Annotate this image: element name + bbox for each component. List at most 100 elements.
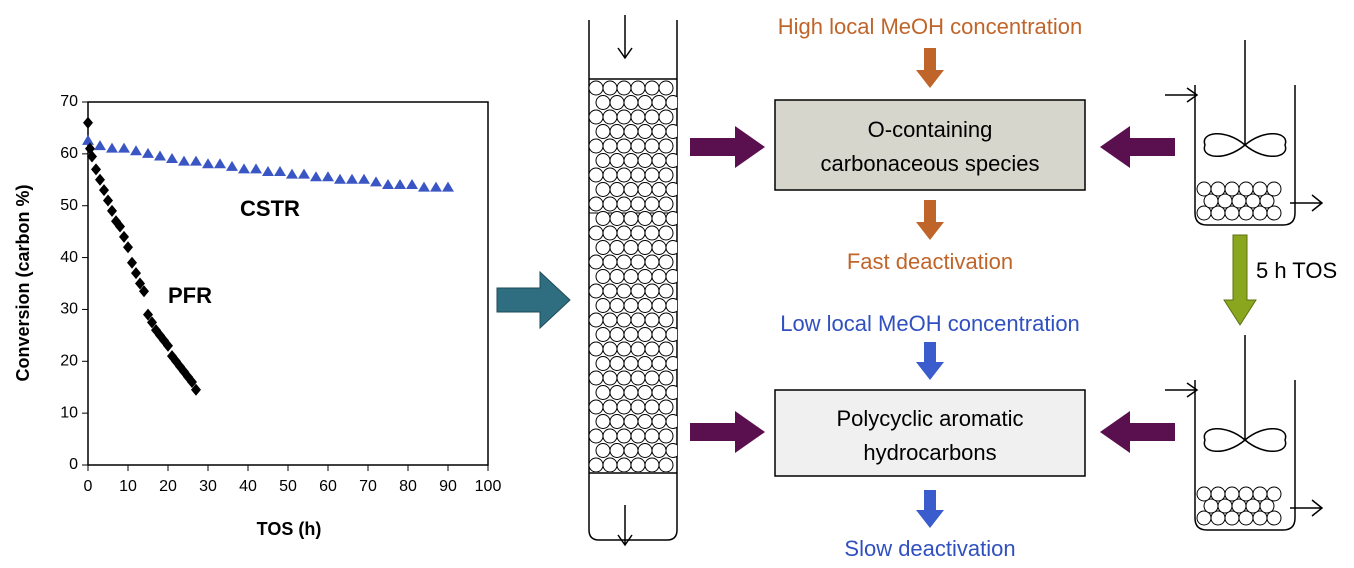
particle bbox=[602, 225, 618, 241]
arrow bbox=[1100, 126, 1175, 168]
particle bbox=[658, 167, 674, 183]
packed-bed-reactor bbox=[588, 15, 678, 547]
particle bbox=[651, 269, 667, 284]
data-point bbox=[286, 168, 298, 179]
particle bbox=[623, 298, 639, 313]
x-tick-label: 70 bbox=[359, 478, 377, 495]
particle bbox=[630, 457, 646, 472]
particle bbox=[644, 225, 660, 241]
particle bbox=[616, 196, 632, 212]
particle bbox=[609, 443, 625, 458]
data-point bbox=[127, 256, 137, 269]
particle bbox=[616, 138, 632, 154]
particle bbox=[637, 414, 653, 429]
particle bbox=[644, 457, 660, 472]
particle bbox=[665, 414, 677, 429]
particle bbox=[589, 370, 604, 386]
particle bbox=[665, 443, 677, 458]
particle bbox=[589, 109, 604, 125]
y-tick-label: 10 bbox=[60, 404, 78, 421]
data-point bbox=[226, 160, 238, 171]
particle bbox=[637, 269, 653, 284]
species-box bbox=[774, 389, 1086, 477]
particle bbox=[644, 138, 660, 154]
particle bbox=[609, 182, 625, 197]
arrow bbox=[916, 200, 944, 240]
data-point bbox=[131, 267, 141, 280]
particle bbox=[589, 283, 604, 299]
particle bbox=[609, 269, 625, 284]
particle bbox=[651, 385, 667, 400]
particle bbox=[637, 95, 653, 110]
particle bbox=[616, 399, 632, 415]
particle bbox=[623, 443, 639, 458]
x-tick-label: 40 bbox=[239, 478, 257, 495]
particle bbox=[1238, 486, 1254, 502]
particle bbox=[651, 124, 667, 139]
particle bbox=[630, 80, 646, 96]
data-point bbox=[238, 163, 250, 174]
particle bbox=[623, 124, 639, 139]
x-tick-label: 10 bbox=[119, 478, 137, 495]
particle bbox=[630, 370, 646, 386]
particle bbox=[609, 211, 625, 226]
data-point bbox=[202, 158, 214, 169]
particle bbox=[595, 443, 611, 458]
x-tick-label: 100 bbox=[475, 478, 502, 495]
data-point bbox=[406, 178, 418, 189]
tank bbox=[1194, 85, 1296, 226]
particle bbox=[1252, 486, 1268, 502]
particle bbox=[644, 109, 660, 125]
particle bbox=[665, 240, 677, 255]
data-point bbox=[94, 140, 106, 151]
particle bbox=[623, 327, 639, 342]
particle bbox=[651, 95, 667, 110]
particle bbox=[589, 196, 604, 212]
particle bbox=[616, 428, 632, 444]
arrow bbox=[690, 126, 765, 168]
particle bbox=[1196, 486, 1212, 502]
data-point bbox=[382, 178, 394, 189]
species-box bbox=[774, 99, 1086, 191]
condition-label: Low local MeOH concentration bbox=[780, 311, 1080, 336]
y-tick-label: 70 bbox=[60, 93, 78, 110]
data-point bbox=[394, 178, 406, 189]
y-tick-label: 40 bbox=[60, 249, 78, 266]
data-point bbox=[322, 171, 334, 182]
particle bbox=[651, 153, 667, 168]
particle bbox=[665, 211, 677, 226]
y-tick-label: 20 bbox=[60, 353, 78, 370]
tank bbox=[1194, 380, 1296, 531]
y-tick-label: 30 bbox=[60, 301, 78, 318]
x-tick-label: 30 bbox=[199, 478, 217, 495]
particle bbox=[595, 95, 611, 110]
data-point bbox=[418, 181, 430, 192]
particle bbox=[658, 138, 674, 154]
particle bbox=[644, 341, 660, 357]
particle bbox=[609, 356, 625, 371]
particle bbox=[630, 225, 646, 241]
data-point bbox=[106, 142, 118, 153]
particle bbox=[616, 457, 632, 472]
data-point bbox=[190, 155, 202, 166]
particle bbox=[589, 457, 604, 472]
data-point bbox=[191, 383, 201, 396]
particle bbox=[595, 124, 611, 139]
particle bbox=[665, 327, 677, 342]
x-tick-label: 50 bbox=[279, 478, 297, 495]
data-point bbox=[118, 142, 130, 153]
data-point bbox=[178, 155, 190, 166]
particle bbox=[658, 312, 674, 328]
series-label: CSTR bbox=[240, 196, 300, 221]
data-point bbox=[334, 173, 346, 184]
inlet bbox=[1165, 382, 1199, 398]
particle bbox=[1224, 486, 1240, 502]
data-point bbox=[130, 145, 142, 156]
particle bbox=[609, 153, 625, 168]
particle bbox=[644, 399, 660, 415]
particle bbox=[658, 80, 674, 96]
particle bbox=[623, 182, 639, 197]
particle bbox=[637, 298, 653, 313]
particle bbox=[644, 370, 660, 386]
